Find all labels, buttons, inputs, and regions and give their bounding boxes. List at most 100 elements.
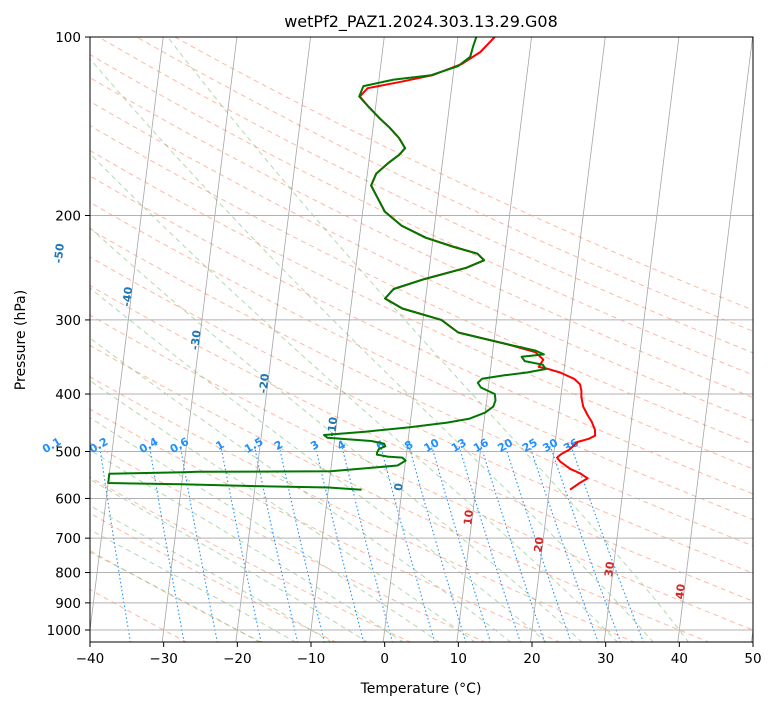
background-lines [90, 37, 753, 642]
dry-adiabat [90, 285, 753, 602]
dry-adiabat [90, 314, 753, 631]
mixing-ratio-label: 10 [422, 436, 442, 455]
x-tick-label: −40 [76, 651, 105, 667]
isotherm-label: 40 [673, 583, 688, 600]
x-tick-label: 20 [523, 651, 540, 667]
y-tick-label: 200 [55, 209, 81, 225]
isotherm-line [530, 37, 606, 642]
mixing-ratio-label: 2 [272, 438, 285, 453]
dry-adiabat [90, 201, 753, 521]
isotherm-line [677, 37, 753, 642]
pressure-gridlines [90, 36, 753, 631]
x-tick-label: 0 [380, 651, 389, 667]
isotherm-line [456, 37, 532, 642]
x-tick-label: 10 [450, 651, 467, 667]
isotherm-line [161, 37, 238, 642]
dry-adiabat [90, 77, 753, 399]
y-tick-label: 400 [55, 387, 81, 403]
isotherm-label: 30 [602, 560, 617, 577]
dry-adiabat [90, 512, 337, 642]
plot-frame [89, 36, 754, 643]
mixing-ratio-label: 8 [402, 438, 415, 453]
moist-adiabat [90, 505, 333, 642]
mixing-ratio-line [253, 446, 299, 642]
isotherm-line [751, 626, 753, 642]
y-tick-label: 100 [55, 30, 81, 46]
mixing-ratio-line [99, 446, 131, 642]
moist-adiabat [167, 37, 690, 642]
dry-adiabat [90, 149, 753, 470]
dry-adiabat [90, 442, 487, 642]
dry-adiabat [90, 125, 753, 446]
y-axis-ticks: 100 200 300 400 500 600 700 800 900 1000 [47, 30, 90, 639]
dry-adiabat [90, 408, 561, 642]
isotherm-line [309, 37, 385, 642]
mixing-ratio-line [380, 446, 436, 642]
x-tick-label: −30 [149, 651, 178, 667]
moist-adiabat [90, 417, 440, 642]
isotherm-label: -10 [325, 416, 340, 438]
x-tick-label: 40 [671, 651, 688, 667]
moist-adiabat [90, 337, 512, 642]
moist-adiabat [90, 58, 654, 642]
isotherm-label: -40 [120, 286, 135, 308]
x-tick-label: −20 [223, 651, 252, 667]
mixing-ratio-line [480, 446, 546, 642]
y-tick-label: 500 [55, 444, 81, 460]
mixing-ratio-line [278, 446, 325, 642]
mixing-ratio-line [220, 446, 262, 642]
y-tick-label: 700 [55, 531, 81, 547]
mixing-ratio-line [458, 446, 521, 642]
dry-adiabat [90, 100, 753, 422]
dry-adiabat [90, 53, 753, 376]
mixing-ratio-line [549, 446, 622, 642]
dry-adiabat [90, 175, 753, 495]
isotherm-line [235, 37, 311, 642]
moist-adiabat [90, 478, 369, 642]
x-tick-label: 30 [597, 651, 614, 667]
mixing-ratio-line [341, 446, 394, 642]
mixing-ratio-label: 25 [520, 436, 540, 455]
moist-adiabat [90, 529, 297, 642]
isotherm-label: 0 [392, 482, 406, 492]
y-tick-label: 600 [55, 491, 81, 507]
mixing-ratio-line [529, 446, 599, 642]
mixing-ratio-line [149, 446, 185, 642]
x-axis-ticks: −40 −30 −20 −10 0 10 20 30 40 50 [76, 642, 762, 667]
isotherm-line [90, 37, 164, 634]
mixing-ratio-label: 16 [471, 436, 491, 455]
isotherm-label: -50 [52, 242, 67, 264]
mixing-ratio-label: 3 [308, 438, 321, 453]
mixing-ratio-label: 13 [449, 436, 469, 455]
moist-adiabat [90, 152, 619, 642]
y-axis-label: Pressure (hPa) [13, 290, 29, 390]
mixing-ratio-line [179, 446, 218, 642]
profiles [107, 37, 597, 491]
mixing-ratio-label: 30 [541, 436, 561, 455]
isotherm-label: -20 [257, 372, 272, 394]
x-axis-label: Temperature (°C) [360, 681, 482, 697]
isotherm-label: 10 [461, 509, 476, 526]
x-tick-label: −10 [297, 651, 326, 667]
mixing-ratio-line [314, 446, 365, 642]
dry-adiabat [136, 37, 753, 332]
dry-adiabat [90, 228, 753, 547]
mixing-ratio-line [431, 446, 492, 642]
isotherm-line [382, 37, 459, 642]
isotherm-label: -30 [188, 329, 203, 351]
dry-adiabat [174, 37, 753, 311]
dry-adiabat [90, 256, 753, 574]
isotherm-line [603, 37, 680, 642]
moist-adiabat [90, 227, 583, 642]
chart-title: wetPf2_PAZ1.2024.303.13.29.G08 [284, 12, 558, 32]
mixing-ratio-line [408, 446, 467, 642]
mixing-ratio-line [504, 446, 572, 642]
y-tick-label: 900 [55, 596, 81, 612]
y-tick-label: 800 [55, 566, 81, 582]
y-tick-label: 300 [55, 313, 81, 329]
moist-adiabat [90, 380, 476, 642]
mixing-ratio-label: 0.4 [137, 435, 161, 456]
dry-adiabat [90, 344, 711, 642]
